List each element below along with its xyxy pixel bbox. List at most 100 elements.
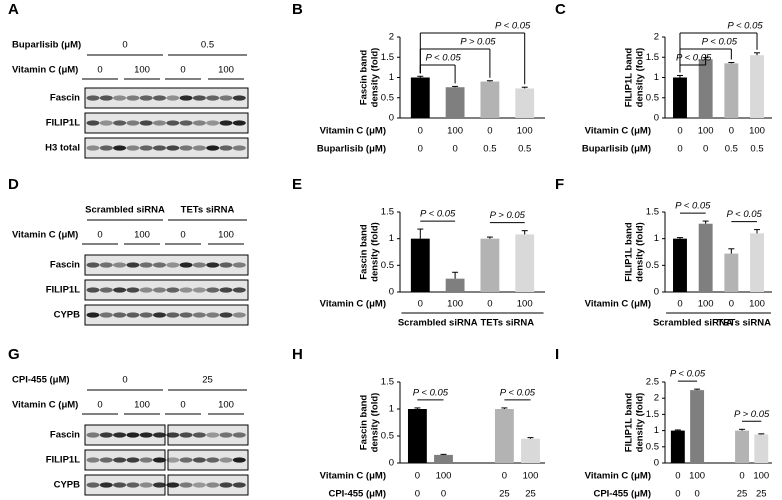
annotation: P < 0.05 bbox=[702, 37, 738, 48]
y-tick-label: 1.5 bbox=[381, 377, 394, 388]
blot-band bbox=[139, 482, 153, 488]
bar bbox=[410, 77, 430, 118]
panel-letter: D bbox=[8, 176, 19, 193]
band-label: H3 total bbox=[45, 143, 80, 154]
row-name: CPI-455 (μM) bbox=[328, 489, 386, 500]
blot-band bbox=[86, 95, 100, 101]
y-tick-label: 1.5 bbox=[646, 207, 659, 218]
group-label: 25 bbox=[202, 375, 213, 386]
blot-band bbox=[206, 145, 220, 151]
y-tick-label: 1 bbox=[389, 72, 394, 83]
y-tick-label: 0 bbox=[654, 113, 659, 124]
blot-band bbox=[139, 432, 153, 438]
band-label: FILIP1L bbox=[46, 285, 81, 296]
blot-band bbox=[206, 262, 220, 268]
bar bbox=[480, 81, 500, 118]
condition-label: 0 bbox=[180, 65, 185, 76]
blot-band bbox=[99, 120, 113, 126]
y-tick-label: 0.5 bbox=[381, 260, 394, 271]
row-value: 100 bbox=[698, 299, 714, 310]
blot-band bbox=[153, 95, 166, 101]
blot-band bbox=[179, 312, 193, 318]
blot-band bbox=[232, 482, 246, 488]
blot-band bbox=[192, 482, 206, 488]
annotation: P < 0.05 bbox=[500, 387, 536, 398]
blot-band bbox=[219, 262, 233, 268]
blot-band bbox=[192, 145, 206, 151]
row-value: 0 bbox=[729, 299, 734, 310]
blot-band bbox=[139, 287, 153, 293]
blot-band bbox=[86, 145, 100, 151]
blot-band bbox=[113, 145, 127, 151]
y-tick-label: 1.5 bbox=[381, 207, 394, 218]
row-value: 25 bbox=[756, 489, 767, 500]
blot-band bbox=[126, 457, 140, 463]
condition-label: 0 bbox=[97, 230, 102, 241]
blot-band bbox=[232, 95, 246, 101]
panel-letter: C bbox=[555, 1, 566, 18]
blot-band bbox=[232, 312, 246, 318]
bar bbox=[670, 430, 685, 463]
row-value: 0 bbox=[677, 299, 682, 310]
blot-band bbox=[126, 482, 140, 488]
bar bbox=[754, 434, 769, 463]
blot-band bbox=[179, 262, 193, 268]
row-name: Vitamin C (μM) bbox=[585, 471, 651, 482]
blot-band bbox=[126, 120, 140, 126]
annotation: P < 0.05 bbox=[727, 209, 763, 220]
condition-label: 100 bbox=[134, 65, 150, 76]
row-value: 0.5 bbox=[518, 144, 531, 155]
bar bbox=[724, 253, 739, 292]
panel-letter: B bbox=[292, 1, 303, 18]
bar bbox=[724, 63, 739, 118]
blot-band bbox=[206, 457, 220, 463]
blot-band bbox=[166, 312, 180, 318]
bar bbox=[445, 278, 465, 292]
blot-band bbox=[99, 95, 113, 101]
row-name: Vitamin C (μM) bbox=[585, 126, 651, 137]
bar bbox=[515, 234, 535, 292]
blot-band bbox=[206, 120, 220, 126]
blot-band bbox=[113, 482, 127, 488]
y-axis-label: density (fold) bbox=[635, 48, 646, 108]
bar bbox=[410, 238, 430, 292]
blot-band bbox=[113, 262, 127, 268]
row-value: 0 bbox=[418, 144, 423, 155]
annotation: P < 0.05 bbox=[727, 21, 763, 32]
bar bbox=[521, 438, 540, 463]
blot-band bbox=[86, 482, 100, 488]
blot-band bbox=[99, 145, 113, 151]
annotation: P < 0.05 bbox=[413, 387, 449, 398]
blot-band bbox=[126, 95, 140, 101]
y-axis-label: density (fold) bbox=[370, 393, 381, 453]
band-label: CYPB bbox=[54, 480, 81, 491]
blot-band bbox=[166, 262, 180, 268]
blot-band bbox=[153, 457, 166, 463]
row-name: Vitamin C (μM) bbox=[320, 471, 386, 482]
row-name: Vitamin C (μM) bbox=[585, 299, 651, 310]
row-value: 0 bbox=[739, 471, 744, 482]
group-title: CPI-455 (μM) bbox=[12, 375, 70, 386]
annotation: P < 0.05 bbox=[676, 53, 712, 64]
blot-band bbox=[206, 312, 220, 318]
blot-band bbox=[166, 287, 180, 293]
blot-band bbox=[153, 262, 166, 268]
row-value: 0 bbox=[452, 144, 457, 155]
blot-box bbox=[84, 87, 249, 109]
row-value: 0 bbox=[694, 489, 699, 500]
bar bbox=[698, 223, 713, 292]
row-name: Vitamin C (μM) bbox=[320, 299, 386, 310]
blot-band bbox=[99, 457, 113, 463]
blot-band bbox=[232, 457, 246, 463]
row-value: 100 bbox=[749, 126, 765, 137]
row-value: 0 bbox=[675, 489, 680, 500]
panel-letter: A bbox=[8, 1, 19, 18]
row-value: 100 bbox=[698, 126, 714, 137]
row-value: 0 bbox=[487, 299, 492, 310]
row-value: 0 bbox=[703, 144, 708, 155]
y-axis-label: density (fold) bbox=[635, 222, 646, 282]
y-tick-label: 1.5 bbox=[381, 52, 394, 63]
blot-band bbox=[86, 287, 100, 293]
band-label: Fascin bbox=[50, 93, 80, 104]
y-tick-label: 0 bbox=[389, 287, 394, 298]
